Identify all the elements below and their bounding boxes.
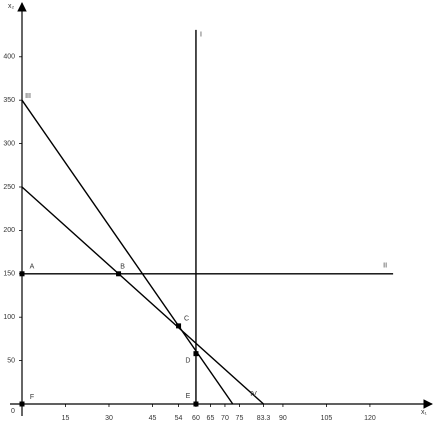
point-label: B <box>120 264 125 271</box>
y-tick-label: 200 <box>3 227 15 234</box>
y-tick-label: 50 <box>7 357 15 364</box>
point-label: A <box>30 264 35 271</box>
point <box>193 401 199 407</box>
x-tick-label: 90 <box>279 415 287 422</box>
x-tick-label: 65 <box>207 415 215 422</box>
x-axis-label: x₁ <box>421 409 428 416</box>
line-label: IV <box>250 391 257 398</box>
y-tick-label: 350 <box>3 97 15 104</box>
point <box>193 351 199 357</box>
point-label: F <box>30 394 34 401</box>
line-label: I <box>200 32 202 39</box>
x-tick-label: 83.3 <box>257 415 271 422</box>
y-tick-label: 300 <box>3 140 15 147</box>
y-tick-label: 150 <box>3 271 15 278</box>
x-tick-label: 54 <box>175 415 183 422</box>
line-label: II <box>383 263 387 270</box>
point-label: D <box>185 357 190 364</box>
x-tick-label: 15 <box>62 415 70 422</box>
x-tick-label: 45 <box>149 415 157 422</box>
point <box>19 401 25 407</box>
y-tick-label: 400 <box>3 54 15 61</box>
point <box>176 323 182 329</box>
x-tick-label: 0 <box>11 408 15 415</box>
y-axis-label: x₂ <box>8 3 15 10</box>
x-tick-label: 30 <box>105 415 113 422</box>
x-tick-label: 75 <box>236 415 244 422</box>
constraint-line <box>21 186 264 405</box>
point <box>116 271 122 277</box>
constraint-line <box>21 99 234 405</box>
point-label: E <box>186 393 191 400</box>
x-tick-label: 120 <box>364 415 376 422</box>
x-tick-label: 70 <box>221 415 229 422</box>
y-tick-label: 250 <box>3 184 15 191</box>
point-label: C <box>184 316 189 323</box>
x-tick-label: 105 <box>321 415 333 422</box>
line-label: III <box>25 93 31 100</box>
point <box>19 271 25 277</box>
x-tick-label: 60 <box>192 415 200 422</box>
y-tick-label: 100 <box>3 314 15 321</box>
